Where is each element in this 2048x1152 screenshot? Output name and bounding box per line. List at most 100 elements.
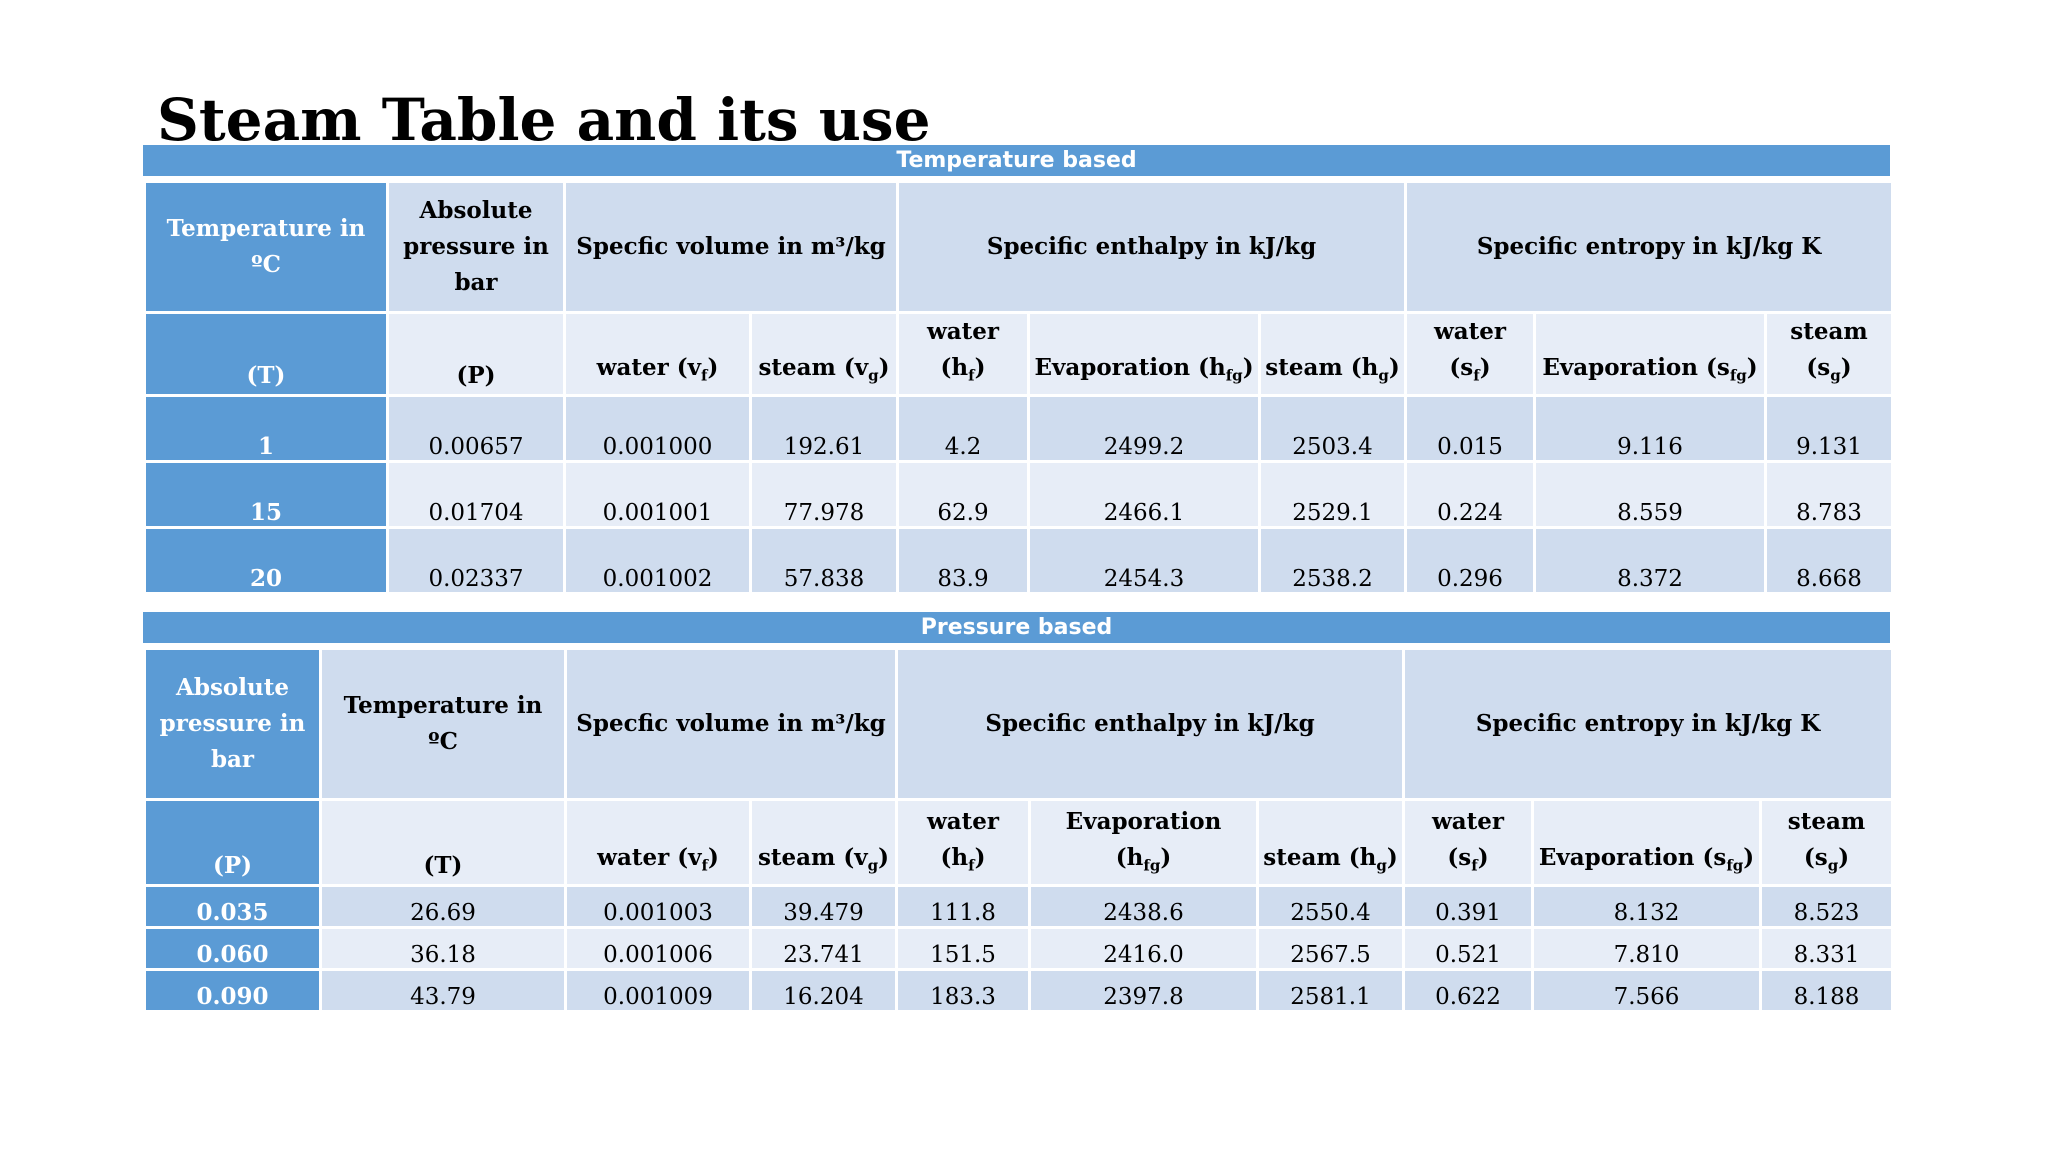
temperature-based-banner: Temperature based	[143, 145, 1890, 176]
subheader-hfg: Evaporation (hfg)	[1027, 311, 1262, 397]
cell-hf: 83.9	[896, 525, 1031, 595]
cell-hg: 2503.4	[1258, 393, 1408, 463]
cell-sfg: 8.559	[1533, 459, 1768, 529]
subheader-row: (T) (P) water (vf) steam (vg) water (hf)…	[143, 311, 1895, 397]
volume-header: Specfic volume in m³/kg	[563, 647, 899, 801]
cell-P: 0.035	[143, 884, 322, 929]
cell-T: 36.18	[319, 926, 567, 971]
cell-vg: 39.479	[748, 884, 899, 929]
header-row: Absolute pressure in bar Temperature in …	[143, 647, 1895, 801]
cell-hg: 2581.1	[1256, 968, 1406, 1013]
cell-sg: 8.668	[1764, 525, 1895, 595]
cell-P: 0.01704	[386, 459, 566, 529]
cell-sfg: 7.566	[1531, 968, 1763, 1013]
cell-vf: 0.001001	[563, 459, 752, 529]
table-row: 20 0.02337 0.001002 57.838 83.9 2454.3 2…	[143, 525, 1895, 595]
cell-sg: 8.523	[1759, 884, 1895, 929]
cell-hf: 151.5	[895, 926, 1032, 971]
entropy-header: Specific entropy in kJ/kg K	[1404, 180, 1895, 314]
cell-vg: 57.838	[748, 525, 900, 595]
subheader-hg: steam (hg)	[1256, 798, 1406, 887]
cell-hfg: 2416.0	[1028, 926, 1260, 971]
subheader-vg: steam (vg)	[748, 311, 900, 397]
subheader-sg: steam (sg)	[1759, 798, 1895, 887]
cell-sg: 8.188	[1759, 968, 1895, 1013]
subheader-vf: water (vf)	[563, 311, 752, 397]
cell-hg: 2538.2	[1258, 525, 1408, 595]
header-row: Temperature in ºC Absolute pressure in b…	[143, 180, 1895, 314]
cell-vf: 0.001000	[563, 393, 752, 463]
cell-vg: 77.978	[748, 459, 900, 529]
cell-hf: 183.3	[895, 968, 1032, 1013]
enthalpy-header: Specific enthalpy in kJ/kg	[895, 647, 1406, 801]
cell-sf: 0.296	[1404, 525, 1537, 595]
volume-header: Specfic volume in m³/kg	[562, 180, 900, 314]
table-row: 0.060 36.18 0.001006 23.741 151.5 2416.0…	[143, 926, 1895, 971]
cell-P: 0.090	[143, 968, 322, 1013]
cell-T: 26.69	[319, 884, 567, 929]
subheader-sfg: Evaporation (sfg)	[1531, 798, 1763, 887]
pressure-header: Absolute pressure in bar	[386, 180, 566, 314]
cell-T: 1	[143, 393, 389, 463]
cell-hg: 2550.4	[1256, 884, 1406, 929]
temperature-header: Temperature in ºC	[319, 647, 567, 801]
cell-T: 15	[143, 459, 389, 529]
subheader-hf: water (hf)	[896, 311, 1031, 397]
subheader-P: (P)	[386, 311, 566, 397]
cell-sf: 0.521	[1402, 926, 1535, 971]
cell-sfg: 7.810	[1531, 926, 1763, 971]
cell-sg: 8.783	[1764, 459, 1895, 529]
cell-T: 20	[143, 525, 389, 595]
subheader-P: (P)	[143, 798, 322, 887]
cell-sf: 0.015	[1404, 393, 1537, 463]
temperature-header: Temperature in ºC	[143, 180, 389, 314]
page-title: Steam Table and its use	[157, 86, 931, 154]
cell-P: 0.060	[143, 926, 322, 971]
subheader-sf: water (sf)	[1402, 798, 1535, 887]
pressure-based-section: Pressure based Absolute pressure in bar …	[143, 612, 1895, 1013]
subheader-T: (T)	[143, 311, 389, 397]
cell-sfg: 8.132	[1531, 884, 1763, 929]
cell-hfg: 2454.3	[1027, 525, 1262, 595]
cell-hfg: 2438.6	[1028, 884, 1260, 929]
cell-hfg: 2499.2	[1027, 393, 1262, 463]
pressure-based-table: Absolute pressure in bar Temperature in …	[143, 647, 1895, 1013]
pressure-header: Absolute pressure in bar	[143, 647, 322, 801]
subheader-row: (P) (T) water (vf) steam (vg) water (hf)…	[143, 798, 1895, 887]
pressure-based-banner: Pressure based	[143, 612, 1890, 643]
entropy-header: Specific entropy in kJ/kg K	[1402, 647, 1895, 801]
cell-sf: 0.391	[1402, 884, 1535, 929]
subheader-vg: steam (vg)	[748, 798, 899, 887]
cell-vf: 0.001006	[564, 926, 752, 971]
cell-hf: 4.2	[896, 393, 1031, 463]
subheader-sg: steam (sg)	[1764, 311, 1895, 397]
cell-vg: 23.741	[748, 926, 899, 971]
cell-T: 43.79	[319, 968, 567, 1013]
subheader-sfg: Evaporation (sfg)	[1533, 311, 1768, 397]
cell-hf: 62.9	[896, 459, 1031, 529]
cell-hfg: 2466.1	[1027, 459, 1262, 529]
cell-vg: 16.204	[748, 968, 899, 1013]
cell-sg: 8.331	[1759, 926, 1895, 971]
cell-sf: 0.622	[1402, 968, 1535, 1013]
subheader-hf: water (hf)	[895, 798, 1032, 887]
cell-vf: 0.001003	[564, 884, 752, 929]
cell-vf: 0.001009	[564, 968, 752, 1013]
subheader-vf: water (vf)	[564, 798, 752, 887]
cell-vg: 192.61	[748, 393, 900, 463]
cell-P: 0.02337	[386, 525, 566, 595]
table-row: 15 0.01704 0.001001 77.978 62.9 2466.1 2…	[143, 459, 1895, 529]
cell-P: 0.00657	[386, 393, 566, 463]
cell-sfg: 9.116	[1533, 393, 1768, 463]
enthalpy-header: Specific enthalpy in kJ/kg	[896, 180, 1408, 314]
subheader-hfg: Evaporation (hfg)	[1028, 798, 1260, 887]
cell-sg: 9.131	[1764, 393, 1895, 463]
table-row: 0.090 43.79 0.001009 16.204 183.3 2397.8…	[143, 968, 1895, 1013]
temperature-based-table: Temperature in ºC Absolute pressure in b…	[143, 180, 1895, 595]
table-row: 1 0.00657 0.001000 192.61 4.2 2499.2 250…	[143, 393, 1895, 463]
cell-hfg: 2397.8	[1028, 968, 1260, 1013]
temperature-based-section: Temperature based Temperature in ºC Abso…	[143, 145, 1895, 595]
table-row: 0.035 26.69 0.001003 39.479 111.8 2438.6…	[143, 884, 1895, 929]
cell-hg: 2529.1	[1258, 459, 1408, 529]
cell-vf: 0.001002	[563, 525, 752, 595]
